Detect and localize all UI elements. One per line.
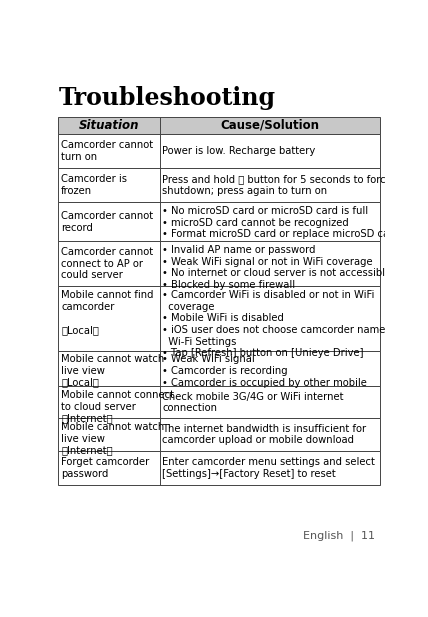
Text: Camcorder cannot
record: Camcorder cannot record xyxy=(61,211,153,233)
Text: Enter camcorder menu settings and select
[Settings]→[Factory Reset] to reset: Enter camcorder menu settings and select… xyxy=(163,457,375,479)
Text: English  |  11: English | 11 xyxy=(303,530,375,540)
Text: Mobile cannot find
camcorder

「Local」: Mobile cannot find camcorder 「Local」 xyxy=(61,290,154,335)
Bar xyxy=(59,168,380,202)
Text: Mobile cannot connect
to cloud server
「Internet」: Mobile cannot connect to cloud server 「I… xyxy=(61,390,174,423)
Text: Forget camcorder
password: Forget camcorder password xyxy=(61,457,149,479)
Text: • Invalid AP name or password
• Weak WiFi signal or not in WiFi coverage
• No in: • Invalid AP name or password • Weak WiF… xyxy=(163,245,392,290)
Text: Power is low. Recharge battery: Power is low. Recharge battery xyxy=(163,146,316,156)
Text: Mobile cannot watch
live view
「Local」: Mobile cannot watch live view 「Local」 xyxy=(61,354,164,387)
Bar xyxy=(59,451,380,485)
Text: Troubleshooting: Troubleshooting xyxy=(59,86,276,110)
Text: Situation: Situation xyxy=(79,119,140,132)
Bar xyxy=(59,386,380,418)
Bar xyxy=(59,350,380,386)
Bar xyxy=(59,117,380,134)
Text: Camcorder cannot
connect to AP or
could server: Camcorder cannot connect to AP or could … xyxy=(61,247,153,281)
Text: The internet bandwidth is insufficient for
camcorder upload or mobile download: The internet bandwidth is insufficient f… xyxy=(163,424,367,445)
Text: Cause/Solution: Cause/Solution xyxy=(220,119,320,132)
Bar xyxy=(59,418,380,451)
Text: Check mobile 3G/4G or WiFi internet
connection: Check mobile 3G/4G or WiFi internet conn… xyxy=(163,392,344,413)
Text: • Camcorder WiFi is disabled or not in WiFi
  coverage
• Mobile WiFi is disabled: • Camcorder WiFi is disabled or not in W… xyxy=(163,290,398,358)
Text: • Weak WiFi signal
• Camcorder is recording
• Camcorder is occupied by other mob: • Weak WiFi signal • Camcorder is record… xyxy=(163,354,367,387)
Text: Mobile cannot watch
live view
「Internet」: Mobile cannot watch live view 「Internet」 xyxy=(61,422,164,455)
Text: Press and hold ⒤ button for 5 seconds to force
shutdown; press again to turn on: Press and hold ⒤ button for 5 seconds to… xyxy=(163,175,392,196)
Bar xyxy=(59,241,380,286)
Text: Camcorder is
frozen: Camcorder is frozen xyxy=(61,175,127,196)
Text: • No microSD card or microSD card is full
• microSD card cannot be recognized
• : • No microSD card or microSD card is ful… xyxy=(163,206,400,239)
Bar xyxy=(59,134,380,168)
Text: Camcorder cannot
turn on: Camcorder cannot turn on xyxy=(61,140,153,162)
Bar xyxy=(59,202,380,241)
